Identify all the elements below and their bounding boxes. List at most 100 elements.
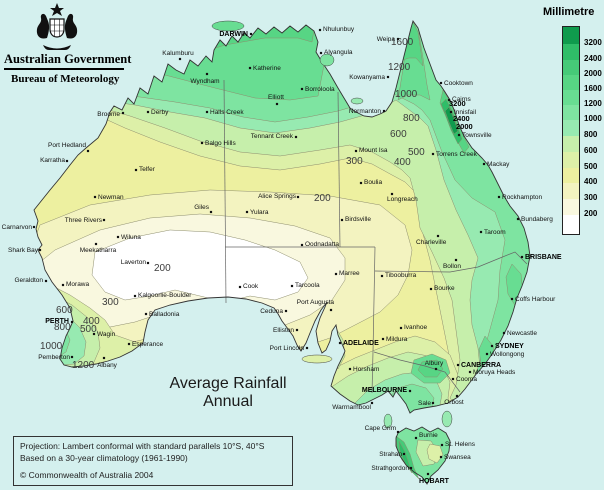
- contour-label: 600: [390, 129, 407, 140]
- zone-3200-cairns: [444, 106, 459, 135]
- legend-title: Millimetre: [543, 6, 595, 18]
- city-label: Bourke: [434, 285, 455, 292]
- legend-band: [563, 75, 579, 90]
- rainfall-zones: [34, 21, 530, 413]
- contour-label: 800: [403, 113, 420, 124]
- legend-band: [563, 60, 579, 75]
- city-label: Kowanyama: [349, 74, 385, 81]
- city-label: Taroom: [484, 229, 506, 236]
- city-label: Innisfail: [454, 109, 477, 116]
- city-label: Alice Springs: [258, 193, 297, 200]
- contour-label: 800: [54, 322, 71, 333]
- legend-band: [563, 183, 579, 199]
- city-label: MELBOURNE: [362, 387, 407, 394]
- header-rule: [4, 68, 124, 70]
- city-label: Albury: [425, 360, 444, 367]
- contour-label: 200: [154, 263, 171, 274]
- contour-label: 1600: [391, 37, 414, 48]
- city-label: Marree: [339, 270, 360, 277]
- city-label: Balladonia: [149, 311, 180, 318]
- city-label: Orbost: [444, 399, 464, 406]
- projection-info-box: Projection: Lambert conformal with stand…: [13, 436, 293, 486]
- contour-label: 400: [394, 157, 411, 168]
- contour-label: 600: [56, 305, 73, 316]
- legend-band: [563, 168, 579, 183]
- legend-band: [563, 199, 579, 215]
- cities: DARWIN Nhulunbuy Alyangula Katherine Kal…: [2, 26, 562, 485]
- city-label: Wiluna: [121, 234, 141, 241]
- city-label: Halls Creek: [210, 109, 244, 116]
- contour-label: 1000: [40, 341, 63, 352]
- legend-band: [563, 27, 579, 44]
- city-label: Cooktown: [444, 80, 473, 87]
- city-label: Karratha: [40, 157, 65, 164]
- legend-tick: 400: [584, 177, 598, 186]
- city-label: Cooma: [456, 376, 477, 383]
- city-label: Rockhampton: [502, 194, 542, 201]
- contour-labels: 1600 1200 1000 800 600 500 400 300 200 2…: [40, 37, 473, 371]
- city-label: Elliston: [273, 327, 294, 334]
- legend-tick: 3200: [584, 38, 602, 47]
- legend-tick: 800: [584, 130, 598, 139]
- city-label: Cairns: [452, 96, 472, 103]
- city-label: Ivanhoe: [404, 324, 428, 331]
- city-label: Broome: [97, 111, 120, 118]
- city-label: St. Helens: [445, 441, 476, 448]
- city-label: Three Rivers: [65, 217, 103, 224]
- city-label: CANBERRA: [461, 362, 501, 369]
- contour-label: 500: [80, 324, 97, 335]
- city-label: Pemberton: [38, 354, 70, 361]
- legend-tick: 1000: [584, 114, 602, 123]
- city-label: Tibooburra: [385, 272, 417, 279]
- city-label: Townsville: [462, 132, 492, 139]
- city-label: Wagin: [97, 331, 116, 338]
- city-label: BRISBANE: [525, 254, 562, 261]
- city-label: Albany: [97, 362, 118, 369]
- city-label: DARWIN: [219, 31, 248, 38]
- city-label: Kalgoorlie-Boulder: [138, 292, 192, 299]
- city-label: Newcastle: [507, 330, 537, 337]
- city-label: Moruya Heads: [473, 369, 516, 376]
- city-label: Birdsville: [345, 216, 371, 223]
- contour-label: 1200: [72, 360, 95, 371]
- contour-label: 1000: [395, 89, 418, 100]
- zone-under-200: [91, 229, 309, 303]
- city-label: Tarcoola: [295, 282, 320, 289]
- contour-label: 2400: [453, 114, 470, 123]
- city-label: Coffs Harbour: [515, 296, 556, 303]
- city-label: Port Lincoln: [270, 345, 305, 352]
- legend-band: [563, 44, 579, 60]
- state-borders: [223, 79, 528, 394]
- city-label: Mildura: [386, 336, 408, 343]
- city-label: Bundaberg: [521, 216, 553, 223]
- legend-tick: 2000: [584, 69, 602, 78]
- kangaroo-island: [301, 354, 333, 364]
- bureau-title: Bureau of Meteorology: [11, 73, 120, 85]
- contour-label: 300: [346, 156, 363, 167]
- legend-tick: 1200: [584, 99, 602, 108]
- legend-tick: 200: [584, 209, 598, 218]
- legend-band: [563, 105, 579, 120]
- legend-band: [563, 90, 579, 105]
- city-label: Shark Bay: [8, 247, 39, 254]
- contour-label: 400: [83, 316, 100, 327]
- city-label: Borroloola: [305, 86, 335, 93]
- city-label: Morawa: [66, 281, 90, 288]
- legend-tick: 2400: [584, 54, 602, 63]
- legend-band: [563, 215, 579, 234]
- city-label: Esperance: [132, 341, 163, 348]
- city-label: Geraldton: [14, 277, 43, 284]
- map-title-line2: Annual: [203, 393, 253, 410]
- melville-island: [211, 20, 245, 32]
- zone-1600-alps: [417, 359, 444, 378]
- city-label: Longreach: [387, 196, 418, 203]
- city-label: Weipa: [377, 36, 396, 43]
- city-label: Port Hedland: [48, 142, 86, 149]
- city-label: Katherine: [253, 65, 281, 72]
- city-label: Carnarvon: [2, 224, 33, 231]
- city-label: Tennant Creek: [251, 133, 294, 140]
- city-label: Wyndham: [190, 78, 219, 85]
- city-label: Normanton: [349, 108, 382, 115]
